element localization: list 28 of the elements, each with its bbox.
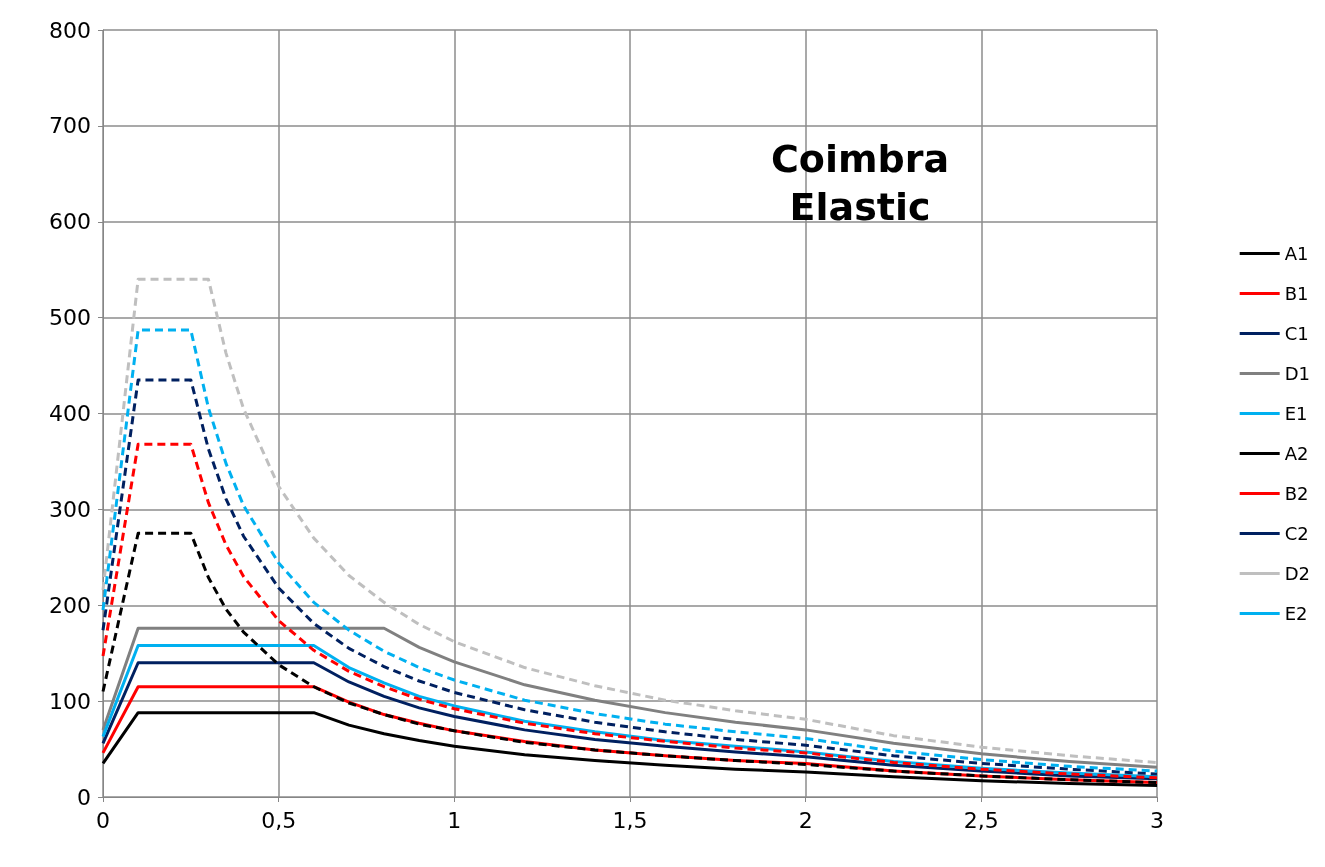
- legend-label: D2: [1284, 563, 1310, 584]
- legend-label: A1: [1284, 243, 1309, 264]
- legend-label: A2: [1284, 443, 1309, 464]
- y-tick-label: 500: [49, 305, 91, 331]
- legend-label: C1: [1284, 323, 1309, 344]
- legend-label: B1: [1284, 283, 1309, 304]
- line-series: [101, 442, 1159, 780]
- x-tick-label: 3: [1150, 807, 1164, 833]
- y-tick-label: 800: [49, 17, 91, 43]
- x-tick-label: 2: [798, 807, 813, 833]
- legend-label: C2: [1284, 523, 1309, 544]
- legend-label: D1: [1284, 363, 1310, 384]
- text: Coimbra Elastic: [770, 137, 950, 229]
- y-tick-label: 400: [49, 401, 91, 426]
- legend-label: B2: [1284, 483, 1309, 504]
- legend-label: E2: [1284, 603, 1308, 624]
- x-tick-label: 0: [96, 807, 110, 833]
- y-tick-label: 700: [49, 113, 91, 139]
- y-tick-label: 300: [49, 496, 91, 522]
- x-tick-label: 0,5: [261, 807, 297, 833]
- x-tick-label: 1,5: [612, 807, 648, 833]
- y-tick-label: 0: [77, 784, 91, 810]
- legend-label: E1: [1284, 403, 1308, 424]
- x-tick-label: 2,5: [963, 807, 999, 833]
- x-tick-label: 1: [447, 807, 462, 833]
- y-tick-label: 600: [49, 209, 91, 235]
- y-tick-label: 100: [49, 688, 91, 714]
- y-tick-label: 200: [49, 592, 91, 618]
